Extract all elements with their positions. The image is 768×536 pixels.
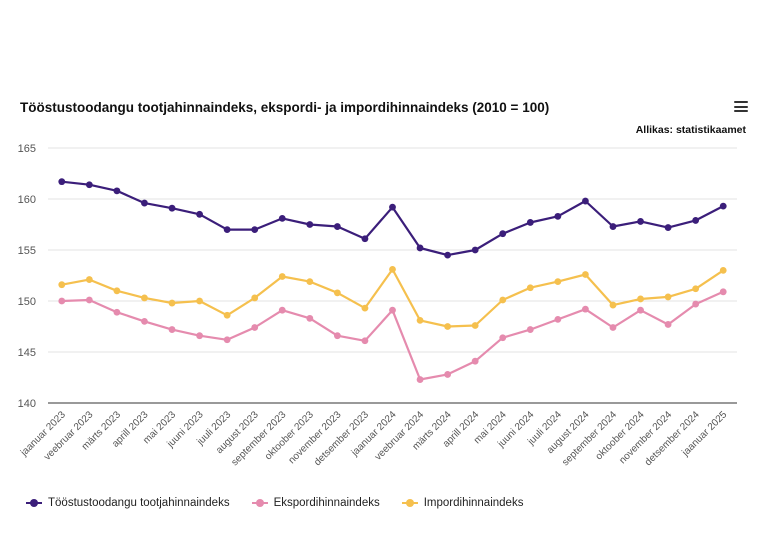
data-point [692, 300, 700, 308]
hamburger-menu-icon[interactable] [734, 101, 748, 113]
y-tick-label-160: 160 [18, 194, 36, 206]
legend-item-3[interactable]: Impordihinnaindeks [401, 497, 524, 509]
data-point [582, 197, 589, 205]
data-point [85, 181, 93, 189]
data-point [637, 218, 644, 225]
y-tick-label-155: 155 [18, 245, 36, 257]
data-point [444, 371, 452, 378]
legend-item-1[interactable]: Tööstustoodangu tootjahinnaindeks [26, 497, 230, 509]
data-point [554, 212, 562, 220]
data-point [223, 226, 231, 234]
data-point [664, 321, 672, 328]
series-line-3 [60, 268, 725, 328]
data-point [389, 203, 396, 211]
data-point [223, 336, 231, 344]
y-tick-label-140: 140 [18, 398, 36, 410]
data-point [389, 306, 396, 314]
data-point [251, 324, 259, 331]
data-point [526, 326, 534, 333]
data-point [85, 276, 93, 283]
data-point [361, 304, 369, 312]
data-point [471, 322, 479, 329]
data-point [719, 267, 727, 274]
data-point [141, 318, 148, 325]
data-point [85, 296, 93, 304]
data-point [113, 308, 121, 316]
data-point [526, 219, 534, 226]
data-point [609, 301, 617, 309]
data-point [499, 230, 507, 238]
data-point [278, 273, 286, 280]
data-point [692, 285, 700, 293]
data-point [196, 210, 203, 218]
data-point [499, 296, 507, 304]
data-point [58, 297, 66, 305]
data-point [333, 289, 341, 297]
data-point [251, 294, 259, 302]
data-point [471, 357, 479, 365]
legend-label: Tööstustoodangu tootjahinnaindeks [48, 497, 230, 509]
data-point [306, 278, 314, 286]
chart-legend: Tööstustoodangu tootjahinnaindeks Ekspord… [26, 497, 523, 509]
data-point [719, 288, 727, 296]
data-point [251, 226, 259, 234]
chart-title: Tööstustoodangu tootjahinnaindeks, ekspo… [20, 100, 550, 115]
data-point [609, 223, 617, 230]
data-point [278, 306, 286, 314]
legend-marker-icon [251, 499, 268, 507]
y-tick-label-145: 145 [18, 347, 36, 359]
data-point [389, 265, 396, 273]
legend-label: Ekspordihinnaindeks [273, 497, 380, 509]
data-point [168, 299, 176, 307]
data-point [499, 334, 507, 342]
data-point [471, 246, 479, 254]
series-line-2 [60, 290, 725, 381]
y-tick-label-165: 165 [18, 143, 36, 155]
data-point [333, 223, 341, 230]
legend-marker-icon [26, 499, 42, 507]
data-point [58, 281, 66, 289]
data-point [444, 323, 452, 330]
series-line-1 [60, 180, 725, 257]
data-point [196, 297, 203, 305]
data-point [416, 376, 424, 383]
data-point [306, 314, 314, 322]
data-point [223, 311, 231, 319]
data-point [637, 306, 644, 314]
data-point [333, 332, 341, 340]
chart-source: Allikas: statistikaamet [635, 124, 746, 136]
legend-marker-icon [401, 499, 418, 507]
data-point [361, 235, 369, 243]
data-point [416, 244, 424, 252]
data-point [168, 326, 176, 333]
data-point [306, 221, 314, 228]
data-point [582, 271, 589, 278]
data-point [361, 337, 369, 345]
data-point [664, 224, 672, 231]
data-point [664, 293, 672, 301]
y-tick-label-150: 150 [18, 296, 36, 308]
data-point [637, 295, 644, 303]
data-point [58, 178, 66, 186]
data-point [526, 284, 534, 292]
data-point [416, 316, 424, 324]
legend-label: Impordihinnaindeks [423, 497, 524, 509]
data-point [719, 202, 727, 210]
data-point [113, 287, 121, 295]
data-point [278, 214, 286, 222]
data-point [554, 315, 562, 323]
data-point [141, 294, 148, 302]
data-point [168, 204, 176, 212]
data-point [141, 199, 148, 207]
data-point [609, 324, 617, 331]
data-point [554, 278, 562, 286]
data-point [113, 187, 121, 195]
data-point [692, 217, 700, 224]
data-point [582, 305, 589, 313]
data-point [196, 332, 203, 340]
data-point [444, 251, 452, 259]
legend-item-2[interactable]: Ekspordihinnaindeks [251, 497, 380, 509]
